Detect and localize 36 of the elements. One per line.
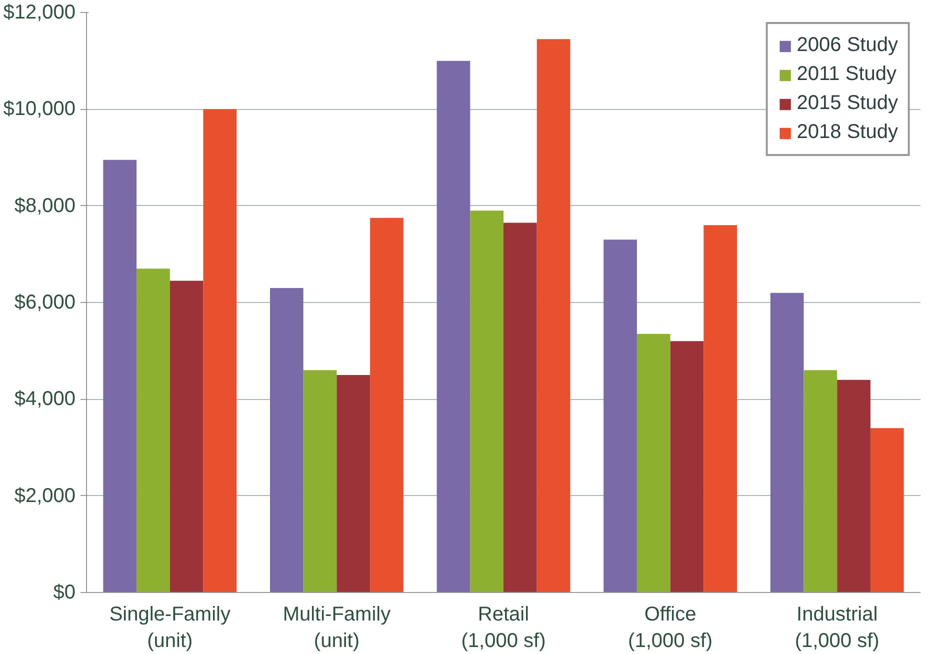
x-tick-label: Office (1,000 sf) <box>628 604 713 652</box>
bar <box>837 380 870 592</box>
bar <box>103 160 137 592</box>
bar <box>504 222 537 592</box>
y-tick-label: $6,000 <box>14 292 76 314</box>
bar <box>470 210 504 592</box>
y-tick-label: $4,000 <box>14 388 76 410</box>
bar <box>303 370 337 592</box>
x-tick-label: Multi-Family (unit) <box>282 604 391 652</box>
y-tick-label: $12,000 <box>3 2 76 24</box>
bar <box>203 109 237 592</box>
bar <box>604 240 637 592</box>
bar <box>136 268 170 592</box>
bar <box>670 341 704 592</box>
legend-label: 2011 Study <box>796 63 897 86</box>
bar <box>370 218 404 592</box>
bar <box>170 280 204 592</box>
legend-label: 2006 Study <box>796 34 898 57</box>
bar <box>870 428 904 592</box>
y-tick-label: $10,000 <box>3 98 76 120</box>
bar <box>436 60 470 592</box>
y-tick-label: $8,000 <box>14 194 76 217</box>
legend-label: 2015 Study <box>796 92 898 115</box>
legend-label: 2018 Study <box>796 121 898 144</box>
bar <box>770 292 804 592</box>
bar <box>704 225 738 592</box>
x-tick-label: Single-Family (unit) <box>109 604 230 652</box>
bar <box>636 334 670 592</box>
bar <box>536 39 570 592</box>
y-tick-label: $0 <box>53 582 76 604</box>
bar <box>336 375 370 592</box>
bar <box>804 370 838 592</box>
x-tick-label: Industrial (1,000 sf) <box>794 604 880 652</box>
y-tick-label: $2,000 <box>14 484 76 507</box>
bar <box>270 288 304 592</box>
x-tick-label: Retail (1,000 sf) <box>461 604 546 652</box>
